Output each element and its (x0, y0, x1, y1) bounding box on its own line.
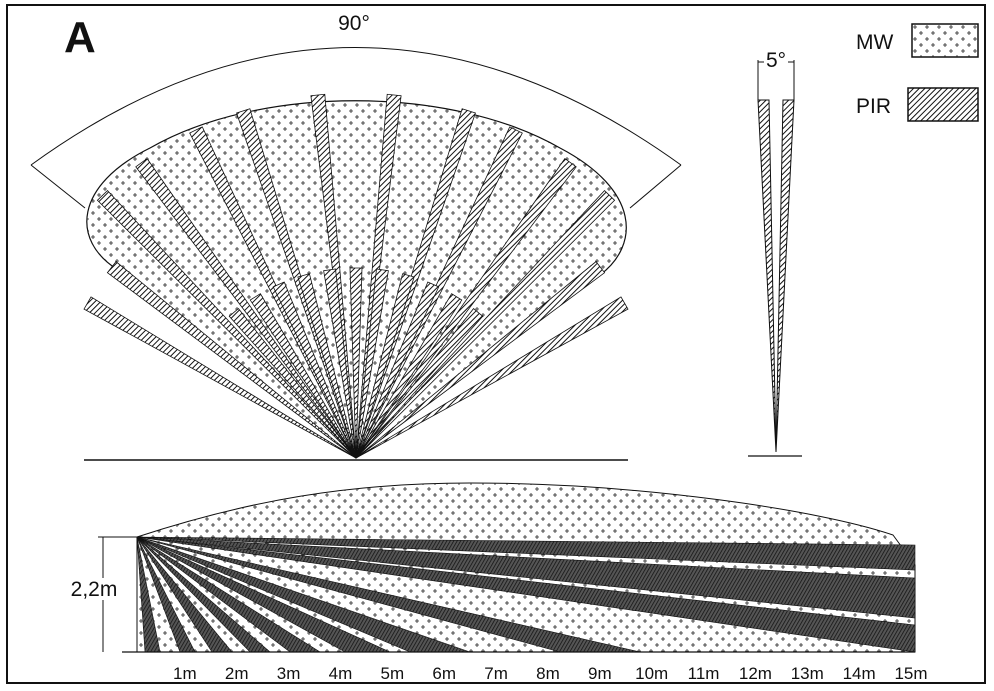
side-pir-beams (136, 536, 916, 653)
pir-long-beam (355, 158, 577, 459)
distance-tick-label: 8m (536, 664, 560, 683)
distance-tick-label: 12m (739, 664, 772, 683)
panel-label: A (64, 13, 96, 62)
distance-tick-label: 2m (225, 664, 249, 683)
legend-pir-label: PIR (856, 95, 891, 118)
beam-angle-label: 5° (766, 49, 786, 72)
pir-long-beam (355, 296, 629, 459)
pir-long-beam (355, 261, 606, 459)
beam-width-detail: 5° (748, 49, 802, 457)
pir-long-beam (355, 190, 616, 459)
pir-short-beam (355, 268, 389, 459)
pir-short-beam (228, 308, 357, 459)
distance-tick-label: 11m (688, 664, 720, 683)
pir-short-beam (355, 308, 484, 459)
pir-long-beam (83, 296, 357, 459)
angle-arc (30, 47, 682, 166)
distance-tick-label: 13m (791, 664, 824, 683)
distance-tick-label: 14m (843, 664, 876, 683)
pir-short-beam (349, 267, 363, 459)
pir-short-beam (355, 293, 463, 459)
height-label-bg (68, 578, 120, 600)
legend-pir-swatch (907, 87, 979, 122)
beam-right (775, 99, 795, 453)
top-view: 90° (30, 12, 682, 461)
legend-mw-label: MW (856, 31, 893, 54)
arc-leader-right (629, 164, 682, 209)
pir-beam-fan (83, 93, 629, 459)
distance-tick-label: 3m (277, 664, 301, 683)
pir-short-beam (297, 273, 357, 459)
angle-label: 90° (338, 12, 370, 35)
pir-short-beam (249, 293, 357, 459)
side-pir-beam (136, 536, 916, 619)
angle-label-bg (330, 12, 378, 34)
legend-mw-swatch (911, 23, 979, 58)
height-label: 2,2m (71, 578, 118, 601)
distance-tick-label: 10m (635, 664, 668, 683)
pir-short-beam (323, 268, 357, 459)
distance-tick-label: 1m (173, 664, 197, 683)
distance-axis: 1m 2m 3m 4m 5m 6m 7m 8m 9m 10m 11m 12m 13m 14m 15m (173, 664, 927, 683)
distance-tick-label: 7m (484, 664, 508, 683)
pir-short-beam (355, 281, 440, 459)
pir-long-beam (96, 190, 357, 459)
beam-left (757, 99, 777, 453)
pir-short-beam (272, 281, 357, 459)
distance-tick-label: 4m (329, 664, 353, 683)
side-view: 2,2m 1m 2m 3m 4m 5m 6m 7m 8m 9m 10m 11m 12m 13m 14m 15… (68, 482, 928, 683)
side-pir-beam (136, 536, 916, 571)
side-pir-beam (136, 536, 916, 653)
beam-label-bg (764, 50, 788, 70)
pir-long-beam (106, 261, 357, 459)
distance-tick-label: 6m (432, 664, 456, 683)
legend: MW PIR (856, 23, 979, 122)
distance-tick-label: 5m (381, 664, 405, 683)
arc-leader-left (30, 164, 86, 209)
distance-tick-label: 9m (588, 664, 612, 683)
distance-tick-label: 15m (894, 664, 927, 683)
pir-short-beam (355, 273, 415, 459)
pir-long-beam (135, 158, 357, 459)
